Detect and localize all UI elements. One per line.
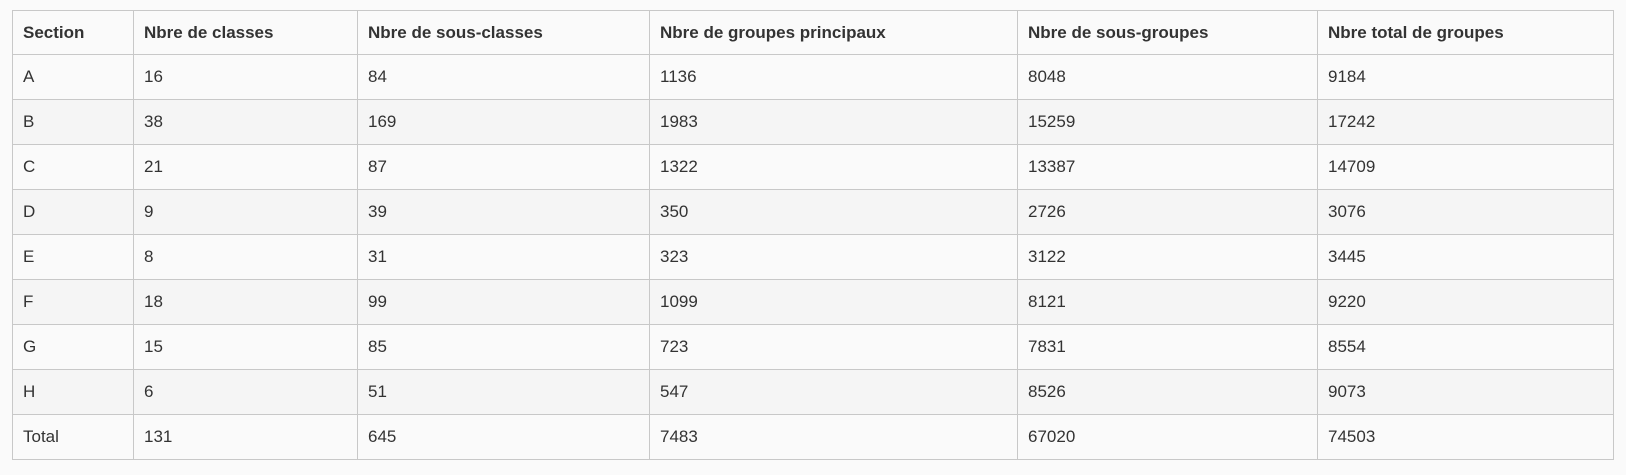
- cell-subgroups: 3122: [1017, 234, 1318, 280]
- cell-classes: 18: [133, 279, 358, 325]
- cell-subclasses: 87: [357, 144, 650, 190]
- cell-section: B: [12, 99, 134, 145]
- cell-classes: 131: [133, 414, 358, 460]
- cell-classes: 9: [133, 189, 358, 235]
- cell-main-groups: 350: [649, 189, 1018, 235]
- table-row: C 21 87 1322 13387 14709: [12, 144, 1614, 190]
- cell-subclasses: 85: [357, 324, 650, 370]
- cell-total-groups: 9220: [1317, 279, 1614, 325]
- cell-section: Total: [12, 414, 134, 460]
- header-section: Section: [12, 10, 134, 55]
- header-subgroups: Nbre de sous-groupes: [1017, 10, 1318, 55]
- cell-total-groups: 14709: [1317, 144, 1614, 190]
- table-row: D 9 39 350 2726 3076: [12, 189, 1614, 235]
- table-row: E 8 31 323 3122 3445: [12, 234, 1614, 280]
- cell-total-groups: 17242: [1317, 99, 1614, 145]
- cell-subclasses: 169: [357, 99, 650, 145]
- cell-subgroups: 2726: [1017, 189, 1318, 235]
- cell-main-groups: 7483: [649, 414, 1018, 460]
- cell-total-groups: 3445: [1317, 234, 1614, 280]
- cell-subclasses: 645: [357, 414, 650, 460]
- cell-section: C: [12, 144, 134, 190]
- cell-section: H: [12, 369, 134, 415]
- cell-classes: 16: [133, 54, 358, 100]
- cell-subclasses: 31: [357, 234, 650, 280]
- table-row: G 15 85 723 7831 8554: [12, 324, 1614, 370]
- cell-subgroups: 15259: [1017, 99, 1318, 145]
- cell-subgroups: 13387: [1017, 144, 1318, 190]
- cell-total-groups: 9184: [1317, 54, 1614, 100]
- cell-subclasses: 84: [357, 54, 650, 100]
- cell-main-groups: 323: [649, 234, 1018, 280]
- cell-subgroups: 8526: [1017, 369, 1318, 415]
- cell-classes: 6: [133, 369, 358, 415]
- table-row: B 38 169 1983 15259 17242: [12, 99, 1614, 145]
- cell-total-groups: 74503: [1317, 414, 1614, 460]
- header-subclasses: Nbre de sous-classes: [357, 10, 650, 55]
- table-row: A 16 84 1136 8048 9184: [12, 54, 1614, 100]
- cell-section: G: [12, 324, 134, 370]
- header-main-groups: Nbre de groupes principaux: [649, 10, 1018, 55]
- cell-main-groups: 547: [649, 369, 1018, 415]
- ipc-statistics-table: Section Nbre de classes Nbre de sous-cla…: [12, 10, 1614, 460]
- cell-total-groups: 9073: [1317, 369, 1614, 415]
- cell-section: E: [12, 234, 134, 280]
- cell-subclasses: 99: [357, 279, 650, 325]
- cell-subgroups: 8048: [1017, 54, 1318, 100]
- cell-classes: 8: [133, 234, 358, 280]
- header-classes: Nbre de classes: [133, 10, 358, 55]
- table-row: F 18 99 1099 8121 9220: [12, 279, 1614, 325]
- header-row: Section Nbre de classes Nbre de sous-cla…: [12, 10, 1614, 55]
- cell-subclasses: 39: [357, 189, 650, 235]
- total-row: Total 131 645 7483 67020 74503: [12, 414, 1614, 460]
- cell-main-groups: 1136: [649, 54, 1018, 100]
- cell-subgroups: 67020: [1017, 414, 1318, 460]
- cell-total-groups: 8554: [1317, 324, 1614, 370]
- cell-total-groups: 3076: [1317, 189, 1614, 235]
- cell-main-groups: 1322: [649, 144, 1018, 190]
- cell-main-groups: 1983: [649, 99, 1018, 145]
- table-container: Section Nbre de classes Nbre de sous-cla…: [12, 10, 1614, 460]
- cell-main-groups: 723: [649, 324, 1018, 370]
- table-row: H 6 51 547 8526 9073: [12, 369, 1614, 415]
- cell-section: A: [12, 54, 134, 100]
- cell-section: F: [12, 279, 134, 325]
- cell-classes: 21: [133, 144, 358, 190]
- cell-subgroups: 7831: [1017, 324, 1318, 370]
- cell-subclasses: 51: [357, 369, 650, 415]
- cell-main-groups: 1099: [649, 279, 1018, 325]
- cell-section: D: [12, 189, 134, 235]
- cell-subgroups: 8121: [1017, 279, 1318, 325]
- header-total-groups: Nbre total de groupes: [1317, 10, 1614, 55]
- cell-classes: 38: [133, 99, 358, 145]
- cell-classes: 15: [133, 324, 358, 370]
